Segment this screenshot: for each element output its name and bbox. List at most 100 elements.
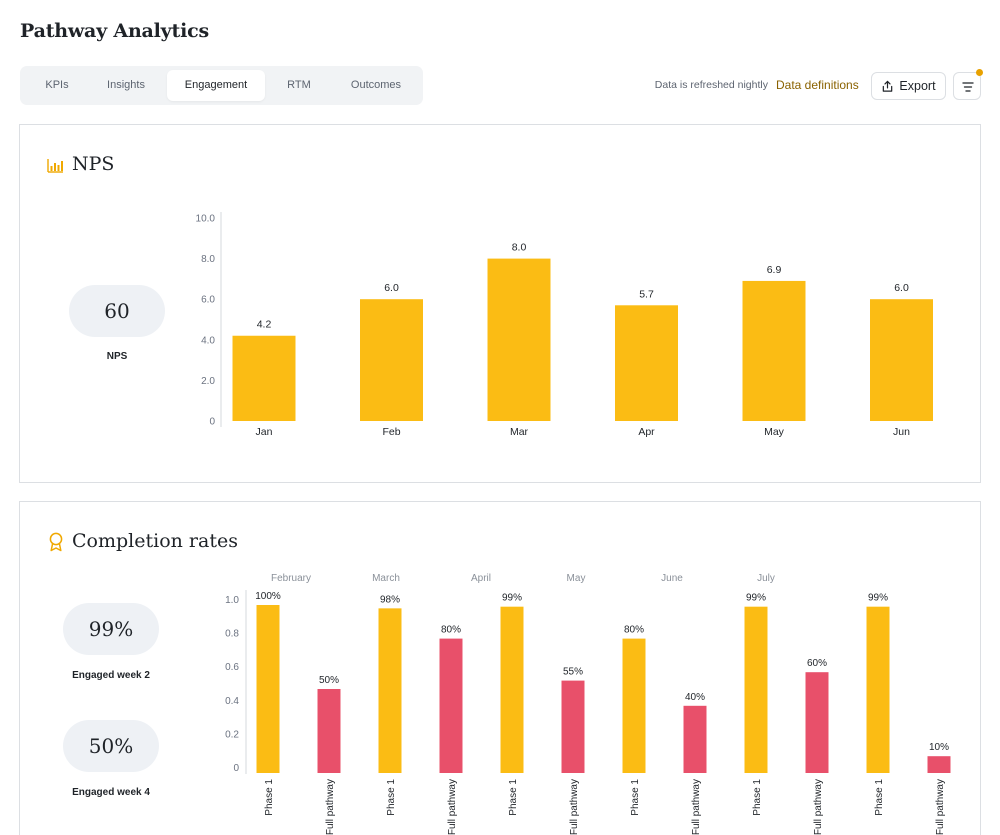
nps-card: NPS 60 NPS 0 2.0 4.0 6.0 8.0 10.0 4.2 Jan 6.0 Feb… bbox=[19, 124, 981, 483]
completion-x-tick-label: Phase 1 bbox=[386, 779, 397, 816]
completion-bar bbox=[256, 605, 280, 773]
completion-month-label: March bbox=[372, 573, 400, 584]
filter-lines-icon bbox=[962, 82, 974, 92]
tab-insights[interactable]: Insights bbox=[107, 79, 145, 91]
nps-y-tick-label: 6.0 bbox=[201, 295, 215, 306]
completion-month-label: July bbox=[757, 573, 775, 584]
nps-card-title: NPS bbox=[72, 153, 115, 175]
completion-bar-chart: 0 0.2 0.4 0.6 0.8 1.0 February March April May Jun… bbox=[225, 573, 951, 835]
refresh-note: Data is refreshed nightly bbox=[654, 79, 768, 91]
award-ribbon-icon bbox=[49, 532, 63, 552]
export-button[interactable]: Export bbox=[871, 72, 946, 100]
nps-kpi-label: NPS bbox=[106, 351, 128, 362]
completion-month-label: February bbox=[271, 573, 311, 584]
nps-bar-value-label: 4.2 bbox=[257, 319, 272, 331]
completion-bar bbox=[622, 638, 646, 773]
completion-bar bbox=[439, 638, 463, 773]
engaged-week2-label: Engaged week 2 bbox=[72, 670, 150, 681]
completion-y-tick-label: 0.2 bbox=[225, 729, 239, 740]
completion-bar bbox=[744, 606, 768, 773]
completion-bar bbox=[866, 606, 890, 773]
nps-y-tick-label: 2.0 bbox=[201, 376, 215, 387]
tab-kpis[interactable]: KPIs bbox=[45, 79, 69, 91]
completion-bar bbox=[500, 606, 524, 773]
completion-bar bbox=[805, 672, 829, 773]
page-title: Pathway Analytics bbox=[20, 20, 209, 42]
completion-x-tick-label: Full pathway bbox=[813, 779, 824, 835]
nps-bar-value-label: 6.0 bbox=[384, 282, 399, 294]
nps-x-tick-label: Feb bbox=[382, 426, 400, 438]
completion-bar bbox=[683, 705, 707, 773]
nps-bar-chart: 0 2.0 4.0 6.0 8.0 10.0 4.2 Jan 6.0 Feb 8.0 Mar 5.7 Ap… bbox=[196, 212, 933, 438]
completion-bar bbox=[378, 608, 402, 773]
completion-x-tick-label: Full pathway bbox=[691, 779, 702, 835]
completion-bar-value-label: 50% bbox=[319, 675, 339, 686]
completion-bar-value-label: 99% bbox=[868, 593, 888, 604]
completion-x-tick-label: Full pathway bbox=[447, 779, 458, 835]
nps-bar-value-label: 5.7 bbox=[639, 288, 654, 300]
tab-outcomes[interactable]: Outcomes bbox=[350, 79, 402, 91]
completion-bar-value-label: 80% bbox=[624, 625, 644, 636]
completion-bar-value-label: 99% bbox=[746, 593, 766, 604]
completion-card: Completion rates 99% Engaged week 2 50% … bbox=[19, 501, 981, 835]
completion-x-tick-label: Phase 1 bbox=[630, 779, 641, 816]
export-label: Export bbox=[899, 79, 936, 93]
nps-bar bbox=[742, 280, 806, 421]
tab-engagement[interactable]: Engagement bbox=[167, 70, 265, 101]
completion-bar-value-label: 98% bbox=[380, 594, 400, 605]
nps-bar bbox=[232, 335, 296, 421]
nps-x-tick-label: Jan bbox=[256, 426, 273, 438]
completion-x-tick-label: Phase 1 bbox=[752, 779, 763, 816]
completion-x-tick-label: Phase 1 bbox=[508, 779, 519, 816]
nps-y-tick-label: 8.0 bbox=[201, 254, 215, 265]
completion-bar-value-label: 100% bbox=[255, 591, 281, 602]
completion-bar bbox=[561, 680, 585, 773]
completion-card-title: Completion rates bbox=[72, 530, 238, 552]
nps-x-tick-label: Apr bbox=[638, 426, 655, 438]
bar-chart-icon bbox=[47, 159, 63, 173]
completion-x-tick-label: Phase 1 bbox=[874, 779, 885, 816]
nps-y-tick-label: 10.0 bbox=[196, 214, 216, 225]
completion-bar bbox=[927, 756, 951, 773]
completion-bar-value-label: 60% bbox=[807, 658, 827, 669]
completion-bar bbox=[317, 689, 341, 773]
completion-month-label: June bbox=[661, 573, 683, 584]
tab-bar: KPIs Insights Engagement RTM Outcomes bbox=[20, 66, 423, 105]
nps-bar-value-label: 6.0 bbox=[894, 282, 909, 294]
nps-x-tick-label: Mar bbox=[510, 426, 529, 438]
completion-x-tick-label: Full pathway bbox=[325, 779, 336, 835]
completion-bar-value-label: 80% bbox=[441, 625, 461, 636]
nps-bar bbox=[615, 305, 678, 421]
nps-y-tick-label: 4.0 bbox=[201, 335, 215, 346]
completion-x-tick-label: Full pathway bbox=[569, 779, 580, 835]
nps-x-tick-label: Jun bbox=[893, 426, 910, 438]
nps-bar bbox=[870, 299, 933, 421]
filter-button[interactable] bbox=[953, 72, 981, 100]
completion-bar-value-label: 10% bbox=[929, 742, 949, 753]
completion-x-tick-label: Full pathway bbox=[935, 779, 946, 835]
filter-active-indicator bbox=[976, 69, 983, 76]
engaged-week4-value: 50% bbox=[63, 720, 159, 772]
share-upload-icon bbox=[883, 80, 893, 92]
completion-bar-value-label: 99% bbox=[502, 593, 522, 604]
completion-month-label: April bbox=[471, 573, 491, 584]
nps-y-tick-label: 0 bbox=[209, 417, 215, 428]
nps-bar-value-label: 6.9 bbox=[767, 264, 782, 276]
tab-rtm[interactable]: RTM bbox=[287, 79, 311, 91]
completion-y-tick-label: 0.4 bbox=[225, 696, 239, 707]
completion-y-tick-label: 0 bbox=[233, 763, 239, 774]
nps-bar bbox=[487, 258, 551, 421]
nps-bar-value-label: 8.0 bbox=[512, 242, 527, 254]
completion-y-tick-label: 0.6 bbox=[225, 662, 239, 673]
completion-bar-value-label: 40% bbox=[685, 692, 705, 703]
completion-month-label: May bbox=[567, 573, 586, 584]
engaged-week2-value: 99% bbox=[63, 603, 159, 655]
nps-kpi-value: 60 bbox=[69, 285, 165, 337]
data-definitions-link[interactable]: Data definitions bbox=[776, 78, 859, 92]
engaged-week4-label: Engaged week 4 bbox=[72, 787, 150, 798]
completion-y-tick-label: 0.8 bbox=[225, 629, 239, 640]
completion-y-tick-label: 1.0 bbox=[225, 595, 239, 606]
completion-x-tick-label: Phase 1 bbox=[264, 779, 275, 816]
nps-bar bbox=[360, 299, 423, 421]
nps-x-tick-label: May bbox=[764, 426, 785, 438]
